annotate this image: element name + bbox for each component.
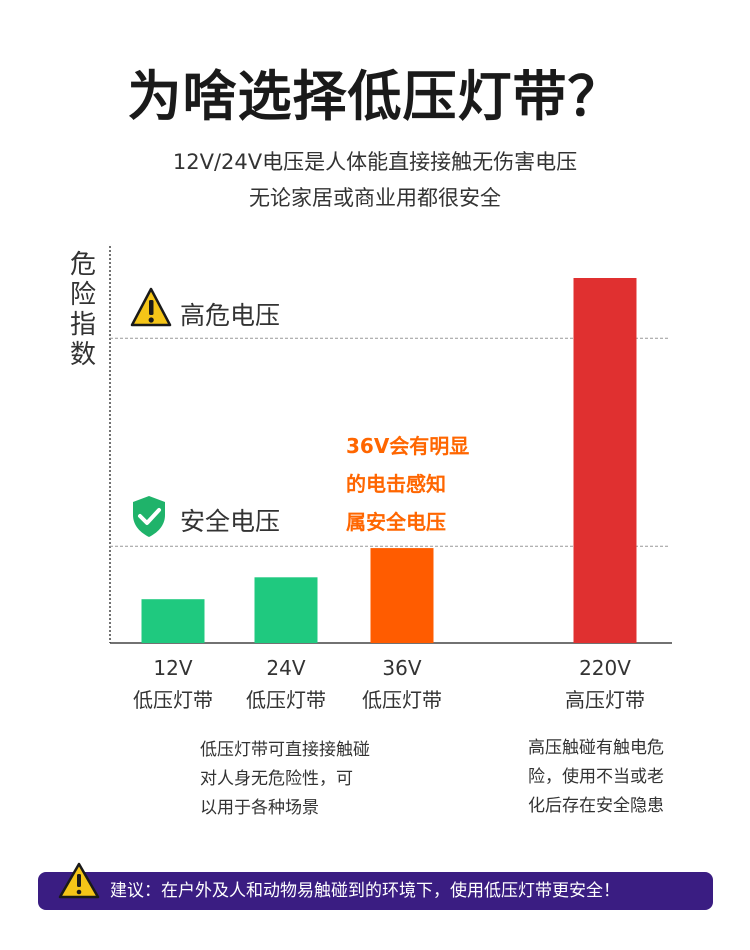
tick-voltage: 12V — [153, 656, 193, 680]
high-voltage-zone-label: 高危电压 — [180, 301, 281, 330]
low-voltage-description: 低压灯带可直接接触碰 对人身无危险性，可 以用于各种场景 — [200, 736, 370, 823]
warning-triangle-icon — [130, 287, 172, 327]
advice-banner: 建议：在户外及人和动物易触碰到的环境下，使用低压灯带更安全！ — [38, 862, 713, 910]
description-line: 以用于各种场景 — [200, 798, 319, 818]
annotation-line: 的电击感知 — [346, 472, 446, 496]
x-tick-label-24v: 24V 低压灯带 — [221, 652, 351, 716]
tick-type: 高压灯带 — [565, 688, 645, 712]
tick-voltage: 24V — [266, 656, 306, 680]
description-line: 险，使用不当或老 — [528, 767, 664, 787]
description-line: 化后存在安全隐患 — [528, 796, 664, 816]
bar-0 — [141, 599, 205, 643]
x-tick-label-36v: 36V 低压灯带 — [337, 652, 467, 716]
subtitle-line-2: 无论家居或商业用都很安全 — [249, 186, 501, 210]
annotation-line: 属安全电压 — [346, 510, 446, 534]
bar-1 — [254, 577, 318, 643]
annotation-36v: 36V会有明显 的电击感知 属安全电压 — [346, 427, 469, 541]
tick-type: 低压灯带 — [362, 688, 442, 712]
description-line: 低压灯带可直接接触碰 — [200, 740, 370, 760]
bar-2 — [370, 548, 434, 643]
y-axis-label-char: 险 — [69, 280, 96, 310]
annotation-line: 36V会有明显 — [346, 434, 470, 458]
warning-triangle-icon — [58, 862, 100, 899]
tick-voltage: 220V — [579, 656, 631, 680]
y-axis-label: 危险指数 — [68, 250, 98, 370]
page-title: 为啥选择低压灯带？ — [127, 65, 623, 128]
tick-type: 低压灯带 — [133, 688, 213, 712]
y-axis-label-char: 指 — [69, 310, 96, 340]
shield-check-icon — [133, 496, 165, 537]
bar-3 — [573, 278, 637, 643]
high-voltage-description: 高压触碰有触电危 险，使用不当或老 化后存在安全隐患 — [528, 734, 664, 821]
safe-voltage-zone-label: 安全电压 — [180, 507, 281, 536]
y-axis-label-char: 数 — [69, 340, 96, 370]
x-tick-label-12v: 12V 低压灯带 — [108, 652, 238, 716]
tick-type: 低压灯带 — [246, 688, 326, 712]
tick-voltage: 36V — [382, 656, 422, 680]
description-line: 对人身无危险性，可 — [200, 769, 353, 789]
advice-text: 建议：在户外及人和动物易触碰到的环境下，使用低压灯带更安全！ — [110, 881, 620, 901]
subtitle-line-1: 12V/24V电压是人体能直接接触无伤害电压 — [172, 150, 578, 174]
description-line: 高压触碰有触电危 — [528, 738, 664, 758]
y-axis-label-char: 危 — [69, 250, 96, 280]
x-tick-label-220v: 220V 高压灯带 — [540, 652, 670, 716]
